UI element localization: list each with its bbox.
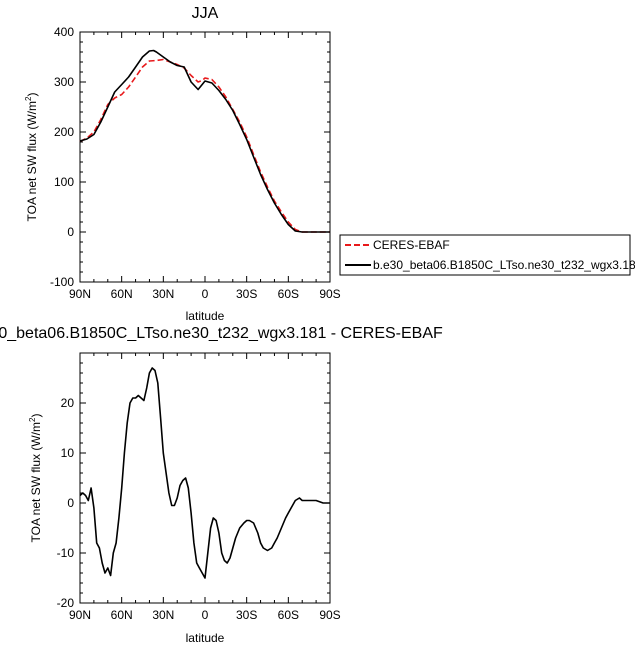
x-tick-label: 30N: [152, 608, 174, 622]
axes-group: 90N 60N 30N 0 30S 60S 90S -100 0 100 200 300 400: [50, 25, 341, 301]
y-tick-label: 10: [61, 446, 75, 460]
top-panel: JJA 90N 60N 30N 0 30S 60S 90S -100 0 100 200 300 400…: [24, 5, 635, 323]
y-tick-label: 0: [67, 225, 74, 239]
x-axis-label: latitude: [186, 309, 225, 323]
y-axis-label: TOA net SW flux (W/m2): [28, 414, 43, 543]
y-axis-label-sup: 2: [24, 96, 33, 101]
x-tick-label: 0: [202, 287, 209, 301]
y-tick-label: 0: [67, 496, 74, 510]
x-tick-label: 90N: [69, 608, 91, 622]
axes-group: 90N 60N 30N 0 30S 60S 90S -20 -10 0 10 20: [57, 353, 341, 622]
series-line: [79, 49, 330, 233]
x-tick-label: 90S: [319, 608, 340, 622]
x-tick-label: 0: [202, 608, 209, 622]
y-axis-label: TOA net SW flux (W/m2): [24, 93, 39, 222]
chart-title: b.e30_beta06.B1850C_LTso.ne30_t232_wgx3.…: [0, 325, 443, 342]
legend-label-model: b.e30_beta06.B1850C_LTso.ne30_t232_wgx3.…: [373, 258, 635, 272]
plot-frame: [79, 31, 331, 283]
y-axis-label-end: ): [25, 93, 39, 97]
x-tick-label: 60N: [111, 608, 133, 622]
plot-frame: [79, 352, 331, 604]
x-tick-label: 60N: [111, 287, 133, 301]
y-axis-label-end: ): [29, 414, 43, 418]
y-tick-label: 200: [54, 125, 74, 139]
bottom-panel: b.e30_beta06.B1850C_LTso.ne30_t232_wgx3.…: [0, 325, 443, 645]
x-tick-label: 60S: [278, 287, 299, 301]
y-axis-label-text: TOA net SW flux (W/m: [25, 101, 39, 221]
x-tick-label: 90N: [69, 287, 91, 301]
y-tick-label: 100: [54, 175, 74, 189]
y-axis-label-sup: 2: [28, 417, 37, 422]
chart-title: JJA: [192, 5, 219, 22]
x-tick-label: 60S: [278, 608, 299, 622]
y-axis-label-text: TOA net SW flux (W/m: [29, 422, 43, 542]
y-tick-label: -10: [57, 546, 75, 560]
y-tick-label: 300: [54, 75, 74, 89]
series-group: [79, 367, 330, 579]
legend: CERES-EBAF b.e30_beta06.B1850C_LTso.ne30…: [339, 234, 635, 276]
y-tick-label: -100: [50, 275, 74, 289]
y-tick-label: -20: [57, 596, 75, 610]
x-tick-label: 90S: [319, 287, 340, 301]
series-group: [79, 49, 330, 233]
legend-box: [339, 234, 631, 276]
x-tick-label: 30S: [236, 287, 257, 301]
x-tick-label: 30N: [152, 287, 174, 301]
x-axis-label: latitude: [186, 631, 225, 645]
legend-label-ceres: CERES-EBAF: [373, 238, 450, 252]
series-line: [79, 367, 330, 579]
y-tick-label: 20: [61, 396, 75, 410]
y-tick-label: 400: [54, 25, 74, 39]
x-tick-label: 30S: [236, 608, 257, 622]
series-line-ceres: [79, 58, 330, 233]
